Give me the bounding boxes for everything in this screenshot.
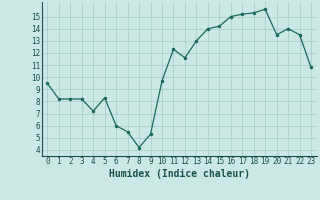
X-axis label: Humidex (Indice chaleur): Humidex (Indice chaleur) [109, 169, 250, 179]
